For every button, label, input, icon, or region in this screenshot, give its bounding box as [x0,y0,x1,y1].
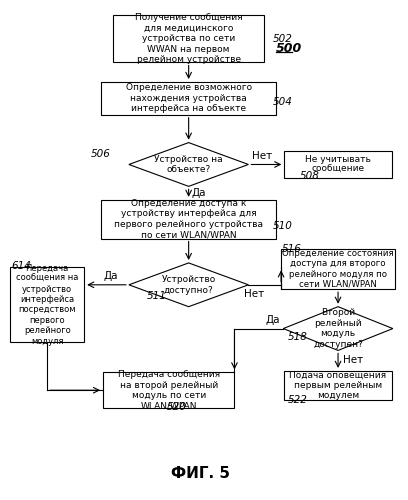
FancyBboxPatch shape [284,371,392,400]
Text: Определение возможного
нахождения устройства
интерфейса на объекте: Определение возможного нахождения устрой… [126,84,252,113]
Text: Определение доступа к
устройству интерфейса для
первого релейного устройства
по : Определение доступа к устройству интерфе… [114,199,263,239]
FancyBboxPatch shape [281,248,395,290]
Text: Второй
релейный
модуль
доступен?: Второй релейный модуль доступен? [313,308,363,348]
Text: Устройство на
объекте?: Устройство на объекте? [154,155,223,174]
FancyBboxPatch shape [10,268,84,342]
Text: 506: 506 [91,149,111,159]
Text: Не учитывать
сообщение: Не учитывать сообщение [305,155,371,174]
Text: Нет: Нет [244,289,264,299]
Text: Устройство
доступно?: Устройство доступно? [162,275,216,294]
FancyBboxPatch shape [101,82,276,114]
Polygon shape [283,306,393,350]
Text: 510: 510 [272,220,292,230]
Text: Да: Да [266,315,280,325]
Text: 522: 522 [288,395,307,405]
Text: Передача
сообщения на
устройство
интерфейса
посредством
первого
релейного
модуля: Передача сообщения на устройство интерфе… [16,264,78,345]
Text: 516: 516 [282,244,302,254]
Polygon shape [129,263,248,306]
Text: ФИГ. 5: ФИГ. 5 [171,466,230,481]
FancyBboxPatch shape [284,150,392,178]
Text: 502: 502 [272,34,292,43]
Text: Да: Да [192,188,206,198]
FancyBboxPatch shape [113,15,264,62]
Text: Определение состояния
доступа для второго
релейного модуля по
сети WLAN/WPAN: Определение состояния доступа для второг… [282,249,394,289]
Text: 614: 614 [11,261,31,271]
Text: 504: 504 [272,98,292,108]
Text: Нет: Нет [343,356,364,366]
Text: Подача оповещения
первым релейным
модулем: Подача оповещения первым релейным модуле… [290,370,387,400]
Text: 508: 508 [299,172,319,181]
Text: 520: 520 [167,402,186,412]
Text: 518: 518 [288,332,307,342]
Text: Да: Да [104,271,118,281]
FancyBboxPatch shape [103,372,235,408]
Text: Передача сообщения
на второй релейный
модуль по сети
WLAN/WPAN: Передача сообщения на второй релейный мо… [118,370,220,410]
Text: Нет: Нет [252,151,273,161]
FancyBboxPatch shape [101,200,276,238]
Text: 511: 511 [147,290,167,300]
Text: Получение сообщения
для медицинского
устройства по сети
WWAN на первом
релейном : Получение сообщения для медицинского уст… [135,14,242,64]
Polygon shape [129,142,248,186]
Text: 500: 500 [276,42,303,55]
